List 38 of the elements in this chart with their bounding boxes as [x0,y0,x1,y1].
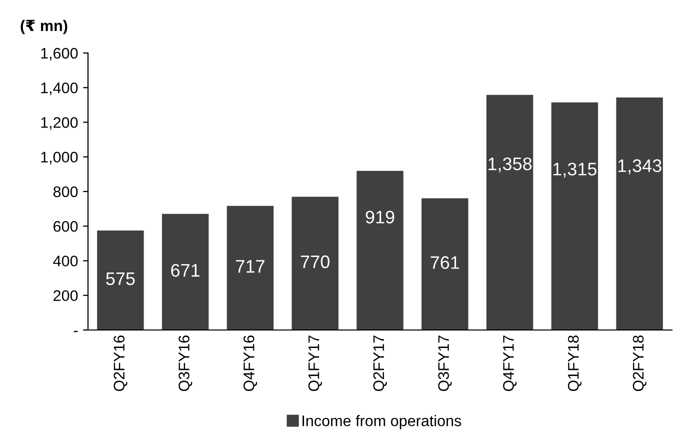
data-label: 1,315 [553,162,597,178]
y-tick-label: 1,000 [41,152,78,164]
y-tick-label: 1,200 [41,117,78,130]
y-tick-label: - [74,330,78,332]
data-label: 1,358 [488,157,532,172]
x-tick-label: Q4FY17 [503,336,517,392]
x-tick-label: Q4FY16 [244,336,258,392]
data-label: 717 [236,260,264,273]
y-tick-label: 1,600 [41,48,78,60]
bar [97,230,144,330]
bar [292,196,338,330]
data-label: 575 [106,272,135,286]
y-tick-label: 400 [53,256,78,266]
bar [356,170,404,330]
x-tick-label: Q2FY16 [114,336,128,392]
legend-label: Income from operations [302,415,462,430]
y-tick-label: 600 [54,220,78,232]
data-label: 1,343 [618,159,662,174]
data-label: 671 [171,264,200,277]
y-axis-title: (₹ mn) [20,20,68,34]
x-tick-label: Q1FY17 [308,336,322,392]
y-tick-label: 200 [54,290,78,302]
x-tick-label: Q1FY18 [568,336,582,392]
x-tick-label: Q3FY17 [438,336,452,392]
bar [162,214,209,330]
x-tick-label: Q3FY16 [178,336,192,392]
bar [616,97,663,330]
y-tick-label: 800 [53,186,78,198]
x-tick-label: Q2FY18 [632,336,646,392]
y-tick-label: 1,400 [41,82,78,96]
data-label: 770 [300,255,330,268]
data-label: 761 [430,256,460,269]
bar [486,94,534,330]
bar [226,206,274,330]
data-label: 919 [366,210,394,224]
bar [551,102,598,330]
x-tick-label: Q2FY17 [373,336,387,392]
bar [422,198,468,330]
